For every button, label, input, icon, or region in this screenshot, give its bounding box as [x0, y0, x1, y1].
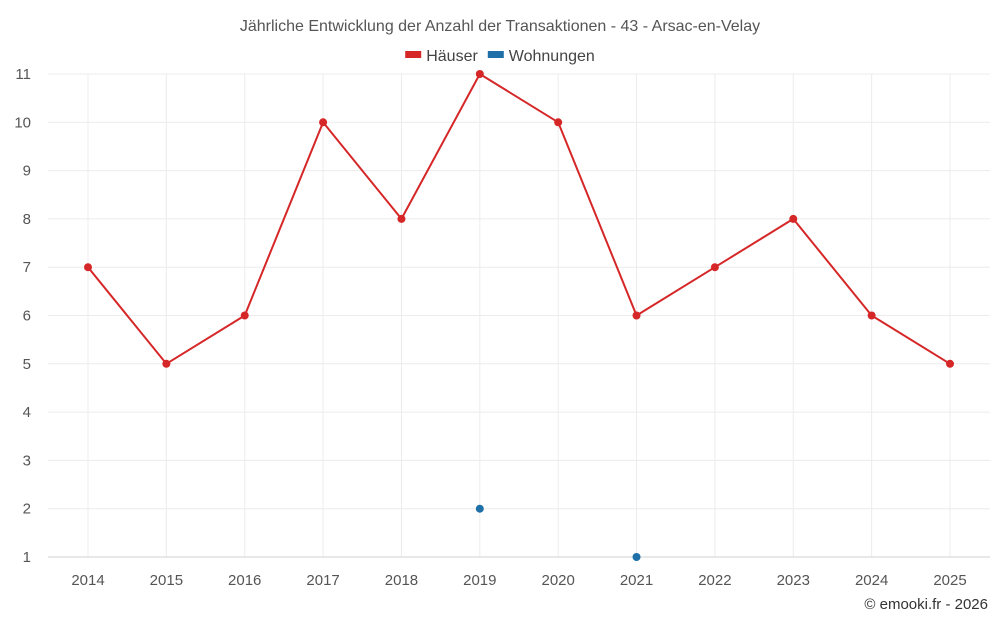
series-1-point-2015	[162, 359, 171, 368]
x-tick-label-2015: 2015	[150, 572, 183, 589]
series-1	[84, 70, 954, 368]
x-tick-labels: 2014 2015 2016 2017 2018 2019 2020 2021 2022 2023…	[71, 572, 966, 589]
legend-item-1: Häuser	[405, 48, 478, 65]
y-tick-label-1: 1	[23, 549, 31, 566]
series-1-point-2014	[84, 263, 92, 272]
legend-swatch-1	[405, 51, 422, 58]
x-tick-label-2024: 2024	[855, 572, 888, 589]
x-tick-label-2020: 2020	[541, 572, 574, 589]
chart-title: Jährliche Entwicklung der Anzahl der Tra…	[240, 18, 760, 35]
y-tick-label-11: 11	[15, 66, 31, 83]
x-tick-label-2019: 2019	[463, 572, 496, 589]
series-1-point-2023	[789, 214, 798, 223]
series-2-point-2019	[475, 504, 484, 513]
series-layer	[84, 70, 954, 561]
x-tick-label-2017: 2017	[306, 572, 339, 589]
legend: Häuser Wohnungen	[405, 48, 595, 65]
series-1-point-2025	[946, 359, 954, 368]
series-2	[475, 504, 641, 561]
credit-text: © emooki.fr - 2026	[864, 596, 988, 613]
y-tick-label-9: 9	[23, 163, 31, 180]
x-tick-label-2014: 2014	[71, 572, 104, 589]
x-tick-label-2023: 2023	[777, 572, 810, 589]
y-tick-label-7: 7	[23, 259, 31, 276]
x-tick-label-2025: 2025	[933, 572, 966, 589]
legend-label-2: Wohnungen	[509, 48, 595, 65]
legend-label-1: Häuser	[426, 48, 478, 65]
series-1-point-2017	[319, 118, 328, 127]
x-tick-label-2022: 2022	[698, 572, 731, 589]
y-tick-label-5: 5	[23, 356, 31, 373]
x-tick-label-2016: 2016	[228, 572, 261, 589]
y-tick-label-3: 3	[23, 452, 31, 469]
series-1-point-2022	[710, 263, 719, 272]
series-1-point-2019	[475, 70, 484, 78]
y-tick-label-4: 4	[23, 404, 31, 421]
legend-item-2: Wohnungen	[487, 48, 595, 65]
series-1-point-2018	[397, 214, 406, 223]
y-gridlines	[48, 73, 990, 558]
series-1-point-2024	[867, 311, 876, 320]
y-tick-labels: 1 2 3 4 5 6 7 8 9 10 11	[14, 66, 31, 566]
series-1-point-2021	[632, 311, 641, 320]
y-tick-label-8: 8	[23, 211, 31, 228]
series-1-point-2020	[554, 118, 563, 127]
x-tick-label-2021: 2021	[620, 572, 653, 589]
y-tick-label-6: 6	[23, 308, 31, 325]
x-tick-label-2018: 2018	[385, 572, 418, 589]
y-tick-label-10: 10	[14, 114, 31, 131]
series-1-point-2016	[240, 311, 249, 320]
series-2-point-2021	[632, 553, 641, 561]
legend-swatch-2	[487, 51, 504, 58]
y-tick-label-2: 2	[23, 501, 31, 518]
series-1-line	[87, 73, 951, 365]
